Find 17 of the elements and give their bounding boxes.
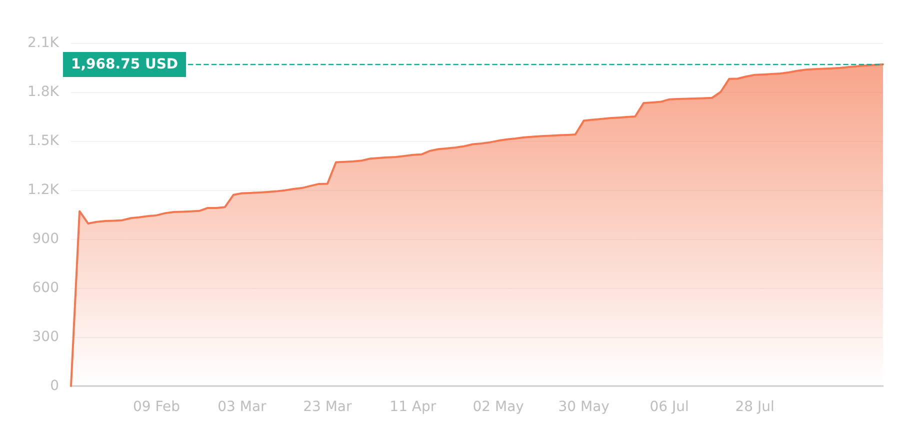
y-tick-label: 300 bbox=[32, 329, 59, 345]
x-tick-label: 28 Jul bbox=[735, 399, 774, 415]
y-tick-label: 0 bbox=[50, 378, 59, 394]
x-tick-label: 23 Mar bbox=[303, 399, 352, 415]
y-tick-label: 900 bbox=[32, 231, 59, 247]
ref-line-label: 1,968.75 USD bbox=[71, 56, 178, 72]
y-tick-label: 1.2K bbox=[28, 182, 60, 198]
y-tick-label: 600 bbox=[32, 280, 59, 296]
y-tick-label: 2.1K bbox=[28, 35, 60, 51]
x-tick-label: 06 Jul bbox=[650, 399, 689, 415]
x-tick-label: 03 Mar bbox=[218, 399, 267, 415]
y-tick-label: 1.8K bbox=[28, 84, 60, 100]
x-tick-label: 11 Apr bbox=[390, 399, 436, 415]
x-tick-label: 30 May bbox=[558, 399, 610, 415]
y-tick-label: 1.5K bbox=[28, 133, 60, 149]
x-tick-label: 09 Feb bbox=[132, 399, 180, 415]
x-tick-label: 02 May bbox=[472, 399, 524, 415]
